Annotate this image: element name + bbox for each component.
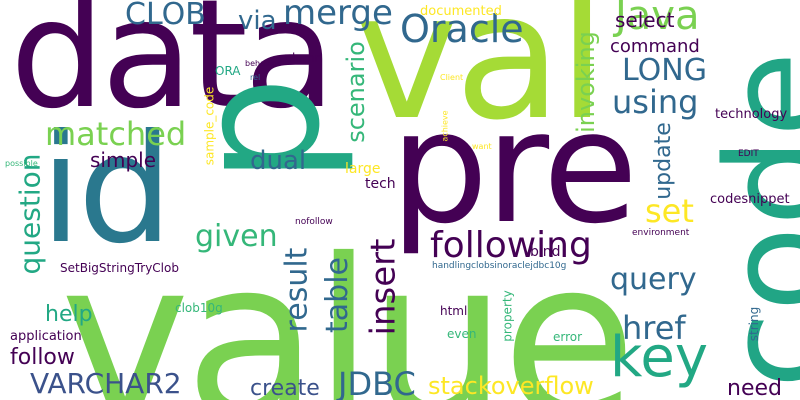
word-value: value [60,212,637,400]
word-even: even [447,327,477,341]
word-possible: possible [5,159,38,168]
word-long: LONG [622,53,707,88]
word-create: create [250,376,320,400]
word-follow: follow [10,345,75,370]
word-property: property [500,290,515,342]
word-large: large [345,161,381,177]
word-codesnippet: codesnippet [710,192,790,207]
word-string: string [747,306,762,342]
word-given: given [195,219,278,254]
word-set: set [645,192,694,230]
word-merge: merge [283,0,393,33]
word-table: table [319,257,355,333]
word-handlingclobsinoraclejdbc10g: handlingclobsinoraclejdbc10g [432,261,567,271]
word-tech: tech [365,176,396,192]
word-data: data [10,0,336,142]
word-key: key [610,325,709,390]
word-java: Java [615,0,700,39]
word-id: id [40,103,173,277]
word-technology: technology [715,107,788,122]
word-insert: insert [363,238,404,336]
word-sample-code: sample_code [202,86,217,166]
word-error: error [553,330,583,344]
word-using: using [612,83,699,121]
word-matched: matched [45,115,187,153]
word-following: following [430,225,592,266]
word-column: column [278,51,323,65]
word-via: via [238,6,277,36]
word-setbigstringtryclob: SetBigStringTryClob [60,261,179,275]
word-update: update [650,122,676,200]
word-application: application [10,329,82,344]
word-simple: simple [90,148,157,172]
word-environment: environment [632,228,690,238]
word-dual: dual [250,146,307,176]
word-pre: pre [390,77,638,258]
word-clob10g: clob10g [175,301,223,315]
word-varchar2: VARCHAR2 [30,367,182,400]
word-documented: documented [420,4,502,19]
word-want: want [472,142,492,151]
word-oracle: Oracle [400,7,524,51]
word-result: result [279,247,315,333]
word-nofollow: nofollow [295,217,333,227]
word-select: select [615,8,675,32]
word-query: query [610,262,697,297]
word-bind: bind [530,244,561,260]
word-question: question [13,153,47,275]
word-client: Client [440,73,464,82]
word-clob: CLOB [125,0,206,32]
word-achieve: achieve [440,110,450,142]
word-href: href [622,309,686,347]
word-behavior: behavior [245,59,281,68]
word-help: help [45,302,93,327]
word-scenario: scenario [341,41,370,143]
word-ora: ORA [215,64,241,78]
word-edit: EDIT [738,149,759,159]
word-val: val [355,0,606,159]
word-rel: rel [250,73,261,82]
word-stackoverflow: stackoverflow [428,372,594,400]
word-need: need [727,376,782,400]
word-html: html [440,304,468,318]
word-jdbc: JDBC [338,365,416,400]
word-invoking: invoking [571,31,600,133]
word-command: command [610,36,700,57]
